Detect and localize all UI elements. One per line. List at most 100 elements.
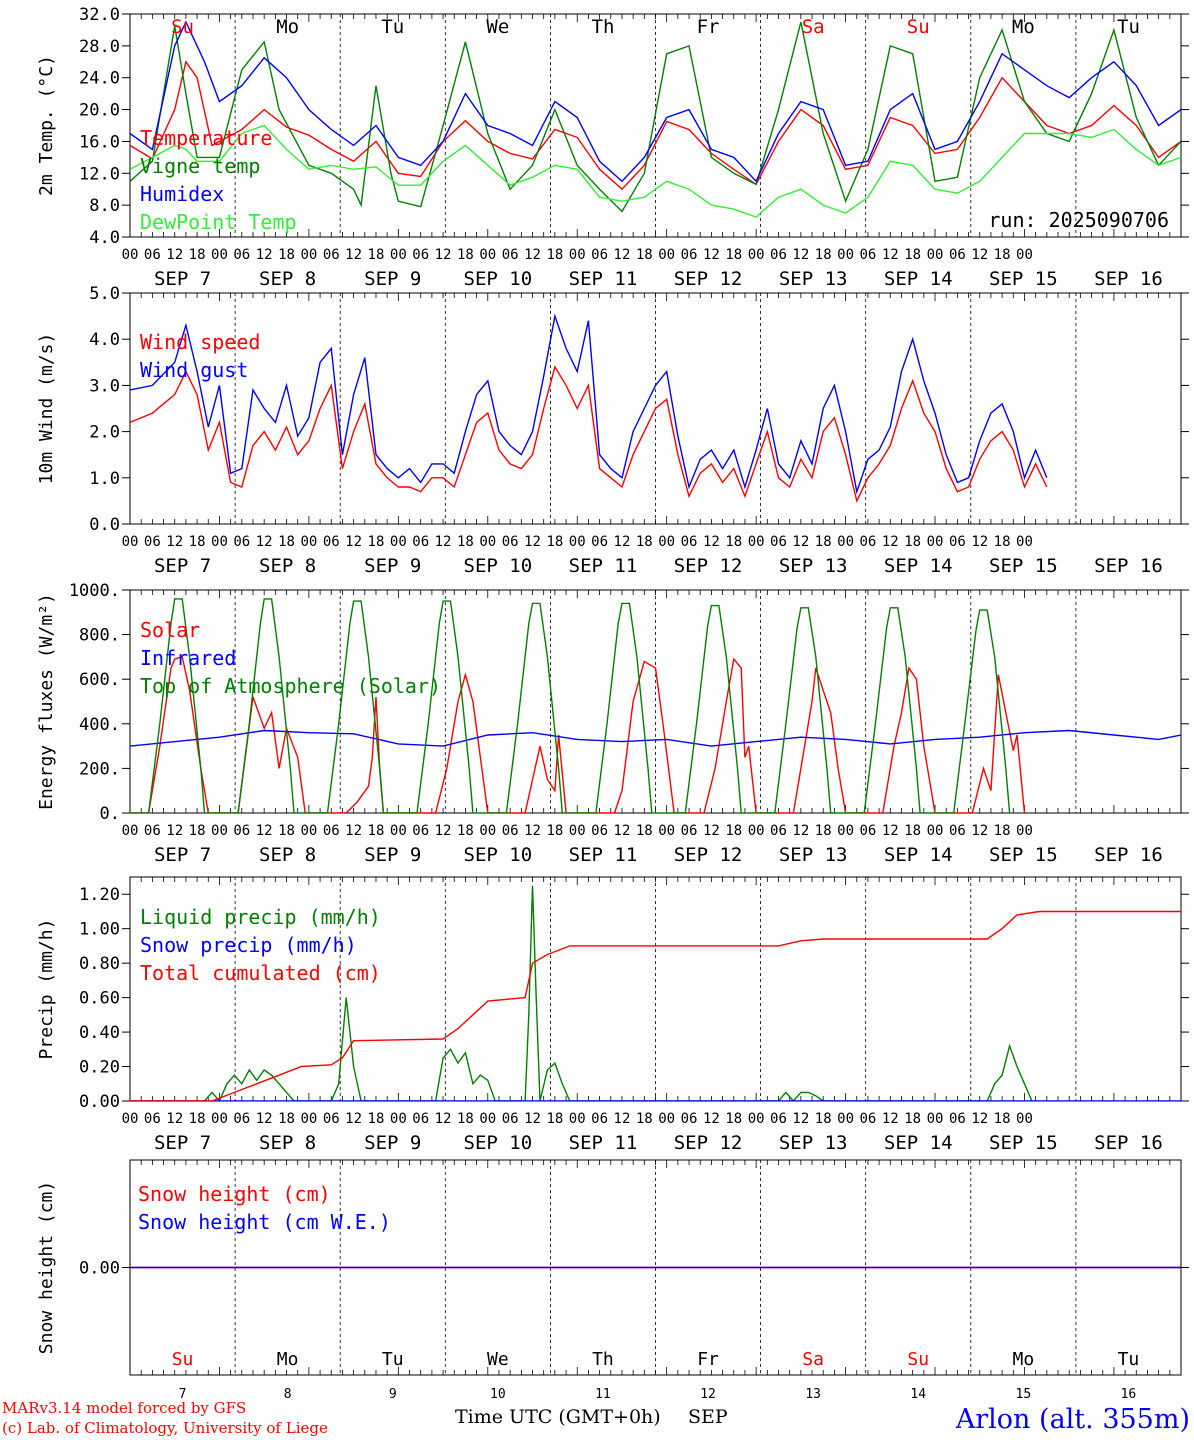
date-label: SEP 8 (259, 1132, 316, 1154)
hour-tick-label: 06 (323, 823, 340, 839)
day-number-label: 16 (1121, 1387, 1137, 1402)
hour-tick-label: 00 (390, 247, 407, 263)
hour-tick-label: 00 (122, 823, 139, 839)
date-label: SEP 13 (779, 555, 848, 577)
y-tick-label: 0.00 (79, 1259, 120, 1279)
y-axis-label: 2m Temp. (°C) (36, 55, 57, 196)
hour-tick-label: 12 (882, 823, 899, 839)
hour-tick-label: 00 (927, 534, 944, 550)
hour-tick-label: 18 (904, 1111, 921, 1127)
hour-tick-label: 18 (457, 534, 474, 550)
hour-tick-label: 00 (658, 534, 675, 550)
hour-tick-label: 06 (949, 247, 966, 263)
date-label: SEP 11 (569, 1132, 638, 1154)
hour-tick-label: 00 (748, 823, 765, 839)
day-number-label: 12 (700, 1387, 716, 1402)
y-tick-label: 28.0 (79, 37, 120, 57)
hour-tick-label: 18 (815, 823, 832, 839)
date-label: SEP 10 (464, 844, 533, 866)
date-label: SEP 14 (884, 268, 953, 290)
hour-tick-label: 00 (837, 534, 854, 550)
hour-tick-label: 18 (278, 247, 295, 263)
date-label: SEP 11 (569, 268, 638, 290)
legend-entry: Liquid precip (mm/h) (140, 905, 381, 929)
hour-tick-label: 12 (703, 534, 720, 550)
hour-tick-label: 00 (300, 247, 317, 263)
date-label: SEP 11 (569, 844, 638, 866)
hour-tick-label: 00 (122, 534, 139, 550)
hour-tick-label: 12 (703, 247, 720, 263)
panel-1: 32.0 28.0 24.0 20.0 16.0 12.0 8.0 4.0 2m Temp. (… (36, 5, 1189, 290)
hour-tick-label: 06 (860, 534, 877, 550)
panel-frame (129, 589, 1182, 814)
hour-tick-label: 00 (122, 1111, 139, 1127)
y-tick-label: 0.00 (79, 1092, 120, 1112)
day-number-label: 7 (179, 1387, 187, 1402)
hour-tick-label: 18 (815, 1111, 832, 1127)
panel-3: 1000. 800. 600. 400. 200. 0. Energy fluxes (W/… (36, 581, 1189, 866)
y-tick-label: 0.60 (79, 989, 120, 1009)
hour-tick-label: 00 (569, 247, 586, 263)
hour-tick-label: 12 (614, 247, 631, 263)
weekday-label-bottom: Th (592, 1349, 614, 1370)
weekday-label-bottom: Mo (277, 1349, 299, 1370)
hour-tick-label: 12 (166, 534, 183, 550)
hour-tick-label: 18 (189, 534, 206, 550)
hour-tick-label: 18 (189, 823, 206, 839)
legend-entry: Solar (140, 618, 200, 642)
y-tick-label: 12.0 (79, 164, 120, 184)
hour-tick-label: 18 (815, 247, 832, 263)
hour-tick-label: 18 (546, 823, 563, 839)
hour-tick-label: 12 (792, 247, 809, 263)
hour-tick-label: 12 (435, 823, 452, 839)
y-tick-label: 0.20 (79, 1058, 120, 1078)
hour-tick-label: 00 (390, 1111, 407, 1127)
hour-tick-label: 18 (725, 823, 742, 839)
hour-tick-label: 06 (233, 247, 250, 263)
date-label: SEP 7 (154, 1132, 211, 1154)
hour-tick-label: 06 (681, 247, 698, 263)
weekday-label-top: Su (171, 16, 194, 38)
date-label: SEP 10 (464, 555, 533, 577)
hour-tick-label: 12 (524, 823, 541, 839)
hour-tick-label: 18 (636, 534, 653, 550)
hour-tick-label: 00 (479, 823, 496, 839)
hour-tick-label: 12 (345, 534, 362, 550)
date-label: SEP 8 (259, 268, 316, 290)
hour-tick-label: 12 (971, 534, 988, 550)
date-label: SEP 7 (154, 555, 211, 577)
hour-tick-label: 00 (300, 823, 317, 839)
hour-tick-label: 18 (904, 534, 921, 550)
hour-tick-label: 00 (479, 247, 496, 263)
weekday-label-bottom: Su (172, 1349, 194, 1370)
weekday-label-top: Th (592, 16, 615, 38)
hour-tick-label: 06 (323, 534, 340, 550)
legend-entry: Snow height (cm W.E.) (138, 1210, 391, 1234)
date-label: SEP 15 (989, 844, 1058, 866)
hour-tick-label: 00 (390, 534, 407, 550)
hour-tick-label: 00 (390, 823, 407, 839)
date-label: SEP 12 (674, 844, 743, 866)
date-label: SEP 14 (884, 1132, 953, 1154)
hour-tick-label: 12 (882, 534, 899, 550)
y-tick-label: 1.00 (79, 920, 120, 940)
hour-tick-label: 12 (345, 823, 362, 839)
hour-tick-label: 18 (994, 823, 1011, 839)
hour-tick-label: 06 (770, 534, 787, 550)
date-label: SEP 16 (1094, 555, 1163, 577)
weekday-label-top: Tu (1117, 16, 1140, 38)
hour-tick-label: 00 (122, 247, 139, 263)
series-line-1 (130, 885, 1033, 1101)
hour-tick-label: 06 (502, 823, 519, 839)
hour-tick-label: 06 (770, 1111, 787, 1127)
hour-tick-label: 18 (278, 823, 295, 839)
legend-entry: Snow height (cm) (138, 1182, 331, 1206)
hour-tick-label: 00 (211, 247, 228, 263)
weekday-label-top: Sa (802, 16, 825, 38)
y-tick-label: 16.0 (79, 132, 120, 152)
day-number-label: 13 (805, 1387, 821, 1402)
hour-tick-label: 12 (256, 534, 273, 550)
hour-tick-label: 12 (792, 823, 809, 839)
hour-tick-label: 12 (435, 247, 452, 263)
y-tick-label: 800. (79, 626, 120, 646)
